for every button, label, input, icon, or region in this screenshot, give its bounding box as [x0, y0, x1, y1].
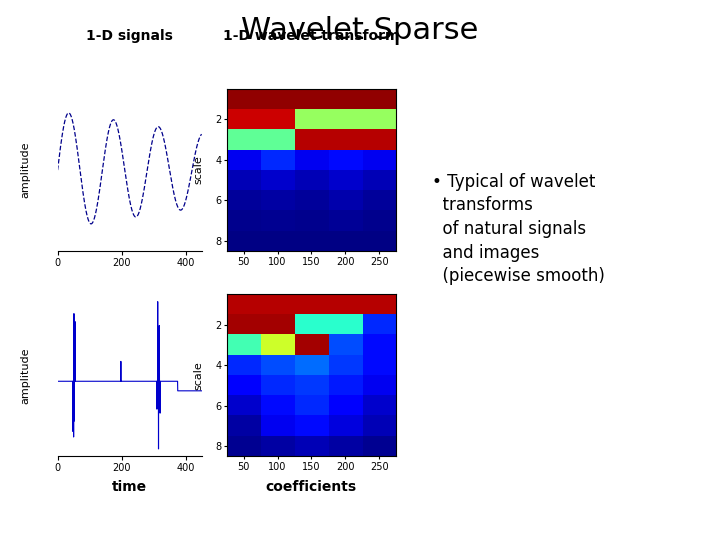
Text: Wavelet Sparse: Wavelet Sparse: [241, 16, 479, 45]
Text: 1-D signals: 1-D signals: [86, 29, 173, 43]
Text: 1-D wavelet transform: 1-D wavelet transform: [223, 29, 400, 43]
Text: amplitude: amplitude: [20, 347, 30, 403]
Text: time: time: [112, 480, 147, 494]
Text: • Typical of wavelet
  transforms
  of natural signals
  and images
  (piecewise: • Typical of wavelet transforms of natur…: [432, 173, 605, 285]
Text: amplitude: amplitude: [20, 142, 30, 198]
Text: scale: scale: [193, 156, 203, 185]
Text: scale: scale: [193, 361, 203, 390]
Text: coefficients: coefficients: [266, 480, 357, 494]
